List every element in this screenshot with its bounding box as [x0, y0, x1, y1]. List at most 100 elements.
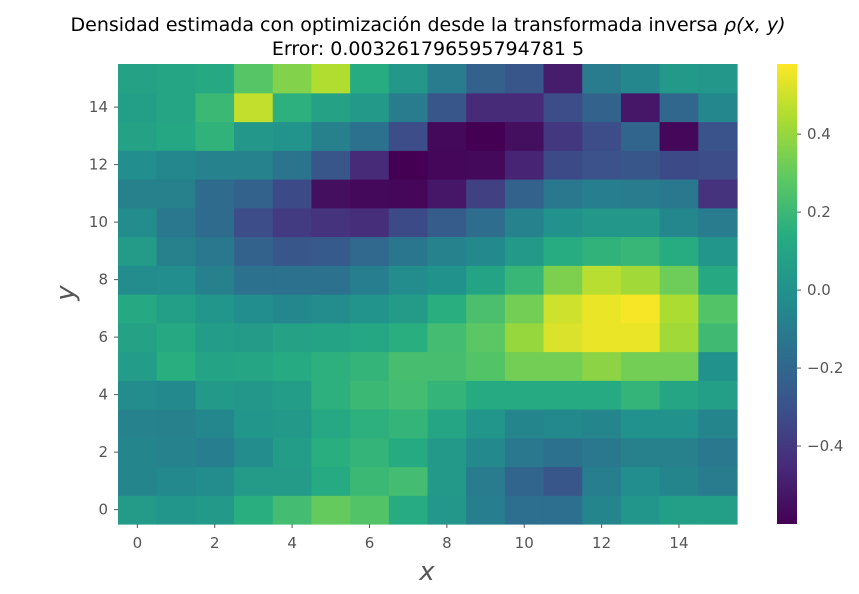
- heatmap-cell: [118, 150, 158, 180]
- heatmap-cell: [504, 92, 545, 123]
- heatmap-cell: [466, 150, 506, 180]
- heatmap-cell: [698, 121, 738, 151]
- heatmap-cell: [311, 466, 351, 496]
- heatmap-cell: [427, 351, 467, 381]
- heatmap-cell: [427, 322, 467, 353]
- heatmap-cell: [195, 236, 235, 266]
- heatmap-cell: [582, 294, 622, 324]
- heatmap-cell: [388, 121, 429, 151]
- heatmap-cell: [118, 92, 158, 123]
- heatmap-cell: [272, 409, 313, 439]
- heatmap-cell: [698, 265, 738, 295]
- heatmap-cell: [350, 409, 390, 439]
- heatmap-cell: [698, 351, 738, 381]
- heatmap-cell: [272, 64, 313, 94]
- heatmap-cell: [118, 64, 158, 94]
- heatmap-cell: [543, 380, 583, 410]
- chart-subtitle-error: Error: 0.003261796595794781 5: [272, 38, 584, 60]
- heatmap-cell: [659, 265, 699, 295]
- heatmap-cell: [582, 409, 622, 439]
- heatmap-cell: [234, 495, 274, 525]
- heatmap-cell: [543, 236, 583, 266]
- heatmap-cell: [156, 64, 196, 94]
- x-tick-label: 8: [442, 534, 452, 552]
- heatmap-cell: [156, 351, 196, 381]
- x-tick-label: 6: [365, 534, 375, 552]
- heatmap-cell: [659, 92, 699, 123]
- heatmap-cell: [195, 179, 235, 209]
- heatmap-cell: [388, 236, 429, 266]
- heatmap-cell: [350, 380, 390, 410]
- heatmap-cell: [698, 294, 738, 324]
- heatmap-cell: [311, 236, 351, 266]
- heatmap-cell: [118, 322, 158, 353]
- heatmap-cell: [504, 409, 545, 439]
- heatmap-cell: [620, 409, 661, 439]
- heatmap-cell: [582, 150, 622, 180]
- heatmap-cell: [427, 207, 467, 238]
- heatmap-cell: [698, 236, 738, 266]
- heatmap-cell: [582, 466, 622, 496]
- heatmap-cell: [543, 322, 583, 353]
- heatmap-cell: [582, 351, 622, 381]
- heatmap-cell: [659, 322, 699, 353]
- y-tick-label: 0: [98, 501, 108, 519]
- heatmap-cell: [659, 466, 699, 496]
- heatmap-cell: [388, 466, 429, 496]
- heatmap-cells: [118, 64, 738, 525]
- heatmap-cell: [504, 294, 545, 324]
- heatmap-cell: [504, 207, 545, 238]
- heatmap-cell: [543, 294, 583, 324]
- heatmap-cell: [466, 495, 506, 525]
- heatmap-cell: [659, 409, 699, 439]
- heatmap-cell: [543, 409, 583, 439]
- heatmap-cell: [350, 437, 390, 468]
- heatmap-cell: [388, 409, 429, 439]
- heatmap-cell: [388, 179, 429, 209]
- heatmap-cell: [388, 437, 429, 468]
- heatmap-cell: [543, 466, 583, 496]
- heatmap-cell: [466, 179, 506, 209]
- heatmap-cell: [659, 121, 699, 151]
- heatmap-cell: [620, 437, 661, 468]
- heatmap-cell: [620, 207, 661, 238]
- heatmap-cell: [698, 150, 738, 180]
- colorbar: [777, 64, 797, 524]
- heatmap-cell: [272, 380, 313, 410]
- heatmap-cell: [543, 179, 583, 209]
- heatmap-cell: [195, 409, 235, 439]
- heatmap-cell: [466, 322, 506, 353]
- heatmap-cell: [466, 409, 506, 439]
- heatmap-cell: [698, 92, 738, 123]
- heatmap-cell: [543, 121, 583, 151]
- x-tick-label: 14: [669, 534, 688, 552]
- heatmap-cell: [311, 495, 351, 525]
- heatmap-cell: [311, 150, 351, 180]
- heatmap-cell: [388, 351, 429, 381]
- heatmap-cell: [698, 409, 738, 439]
- heatmap-cell: [195, 380, 235, 410]
- x-axis-ticks: 0 2 4 6 8 10 12 14: [133, 524, 689, 552]
- heatmap-cell: [388, 495, 429, 525]
- heatmap-cell: [582, 437, 622, 468]
- heatmap-cell: [427, 92, 467, 123]
- heatmap-cell: [234, 236, 274, 266]
- heatmap-cell: [118, 207, 158, 238]
- colorbar-tick-label: 0.0: [807, 281, 831, 299]
- heatmap-cell: [620, 322, 661, 353]
- heatmap-cell: [311, 322, 351, 353]
- heatmap-cell: [659, 236, 699, 266]
- heatmap-cell: [350, 351, 390, 381]
- heatmap-cell: [466, 351, 506, 381]
- heatmap-cell: [195, 265, 235, 295]
- colorbar-tick-label: −0.2: [807, 359, 843, 377]
- heatmap-cell: [118, 236, 158, 266]
- heatmap-cell: [195, 294, 235, 324]
- heatmap-cell: [582, 322, 622, 353]
- heatmap-cell: [350, 265, 390, 295]
- heatmap-cell: [427, 294, 467, 324]
- x-tick-label: 2: [210, 534, 220, 552]
- heatmap-cell: [620, 236, 661, 266]
- heatmap-cell: [659, 150, 699, 180]
